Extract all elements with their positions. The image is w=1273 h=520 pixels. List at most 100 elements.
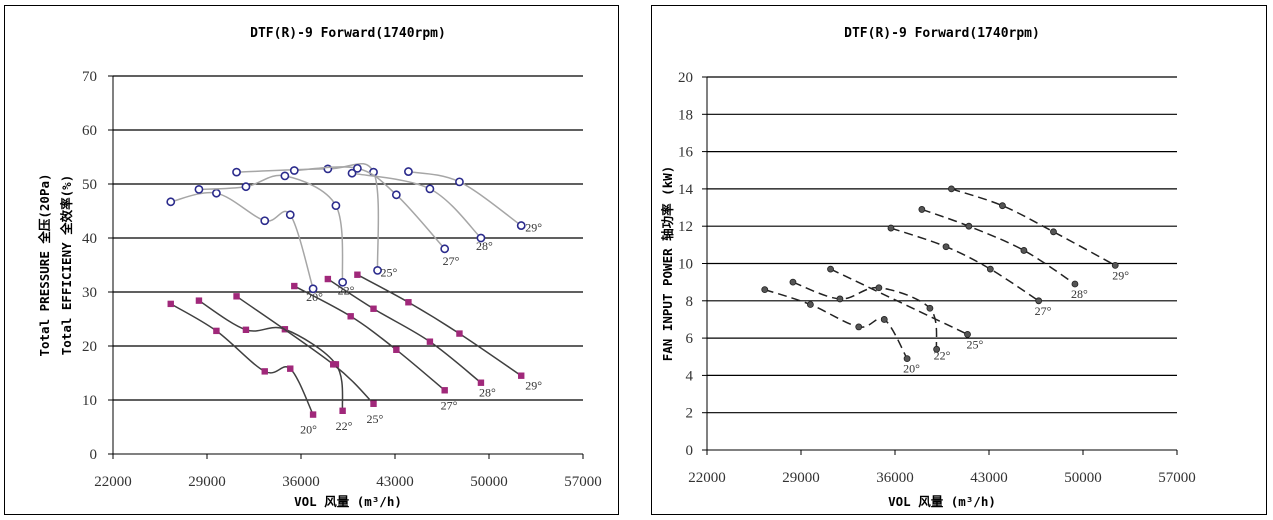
pressure-point bbox=[167, 300, 174, 308]
pressure-point bbox=[441, 387, 448, 394]
efficiency-curve-20deg bbox=[170, 191, 314, 289]
y-tick-label: 20 bbox=[678, 70, 693, 86]
y-axis-label: Total PRESSURE 全压(20Pa) bbox=[37, 173, 52, 356]
x-tick-label: 57000 bbox=[564, 474, 602, 490]
pressure-point bbox=[291, 282, 298, 290]
efficiency-curve-22deg bbox=[198, 174, 344, 283]
x-tick-label: 43000 bbox=[970, 470, 1008, 486]
power-curve-label: 27° bbox=[1035, 304, 1052, 318]
power-curve-label: 29° bbox=[1112, 268, 1129, 282]
efficiency-point bbox=[241, 182, 251, 192]
efficiency-point bbox=[391, 190, 401, 200]
power-point bbox=[933, 345, 941, 353]
x-tick-label: 29000 bbox=[188, 474, 226, 490]
pressure-point bbox=[261, 368, 268, 375]
pressure-curve-label: 28° bbox=[479, 386, 496, 400]
power-point bbox=[965, 222, 973, 230]
power-curve-label: 20° bbox=[903, 362, 920, 376]
x-axis-label: VOL 风量 (m³/h) bbox=[888, 494, 996, 509]
power-point bbox=[827, 265, 834, 273]
power-chart-panel: DTF(R)-9 Forward(1740rpm) 0 2 4 6 8 10 12 14 16 18… bbox=[651, 5, 1267, 515]
y-tick-label: 70 bbox=[82, 69, 97, 85]
efficiency-point bbox=[338, 277, 348, 287]
pressure-efficiency-chart-panel: DTF(R)-9 Forward(1740rpm) 0 10 20 30 40 50 60 70… bbox=[4, 5, 619, 515]
pressure-point bbox=[330, 361, 337, 368]
x-tick-label: 36000 bbox=[282, 474, 320, 490]
pressure-curve-29deg bbox=[357, 274, 522, 377]
efficiency-point bbox=[516, 221, 526, 230]
pressure-point bbox=[426, 338, 434, 345]
efficiency-point bbox=[166, 197, 176, 207]
efficiency-point bbox=[260, 216, 270, 226]
power-curve-29deg bbox=[951, 188, 1116, 267]
power-point bbox=[926, 304, 934, 312]
power-point bbox=[806, 301, 814, 308]
efficiency-point bbox=[440, 244, 450, 254]
power-point bbox=[1020, 247, 1028, 254]
power-point bbox=[887, 224, 895, 232]
efficiency-curve-29deg bbox=[408, 170, 522, 227]
power-point bbox=[1071, 280, 1079, 288]
x-tick-label: 29000 bbox=[782, 470, 820, 486]
x-tick-label: 50000 bbox=[470, 474, 508, 490]
y-tick-label: 0 bbox=[90, 447, 98, 463]
pressure-point bbox=[339, 407, 346, 414]
y-tick-label: 50 bbox=[82, 177, 97, 193]
power-point bbox=[947, 185, 955, 193]
power-curve-20deg bbox=[764, 288, 908, 359]
power-point bbox=[964, 330, 971, 338]
pressure-point bbox=[347, 313, 354, 320]
efficiency-point bbox=[285, 210, 295, 220]
efficiency-point bbox=[280, 171, 290, 181]
pressure-curve-label: 20° bbox=[300, 423, 317, 437]
pressure-point bbox=[518, 372, 525, 379]
pressure-point bbox=[242, 326, 250, 333]
pressure-curve-label: 25° bbox=[367, 412, 384, 426]
efficiency-curve-label: 29° bbox=[525, 221, 542, 235]
x-tick-label: 50000 bbox=[1064, 470, 1102, 486]
y-tick-label: 40 bbox=[82, 231, 97, 247]
efficiency-curve-label: 28° bbox=[476, 239, 493, 253]
power-point bbox=[761, 286, 769, 294]
power-point bbox=[875, 284, 883, 292]
pressure-curve-label: 22° bbox=[336, 419, 353, 433]
y-tick-label: 6 bbox=[686, 331, 694, 347]
pressure-point bbox=[405, 299, 412, 306]
efficiency-point bbox=[404, 167, 413, 176]
efficiency-curve-label: 27° bbox=[443, 254, 460, 268]
pressure-point bbox=[195, 297, 203, 304]
pressure-point bbox=[370, 305, 377, 312]
chart-title: DTF(R)-9 Forward(1740rpm) bbox=[250, 26, 446, 41]
efficiency-point bbox=[289, 166, 299, 175]
power-point bbox=[836, 295, 844, 303]
pressure-point bbox=[233, 293, 240, 300]
pressure-point bbox=[213, 327, 220, 335]
efficiency-point bbox=[194, 184, 204, 194]
pressure-curve-label: 29° bbox=[525, 379, 542, 393]
y-tick-label: 14 bbox=[678, 182, 694, 198]
efficiency-point bbox=[352, 163, 362, 173]
y-axis-label-secondary: Total EFFICIENY 全效率(%) bbox=[59, 175, 74, 356]
x-axis-label: VOL 风量 (m³/h) bbox=[294, 494, 402, 509]
pressure-point bbox=[324, 275, 332, 283]
pressure-point bbox=[354, 271, 361, 278]
y-tick-label: 18 bbox=[678, 107, 693, 123]
y-tick-label: 20 bbox=[82, 339, 97, 355]
y-tick-label: 8 bbox=[686, 294, 694, 310]
efficiency-point bbox=[373, 265, 382, 275]
y-tick-label: 12 bbox=[678, 219, 693, 235]
power-curve-label: 25° bbox=[967, 337, 984, 351]
power-point bbox=[880, 316, 888, 323]
power-curve-label: 22° bbox=[934, 348, 951, 362]
efficiency-point bbox=[308, 284, 318, 294]
y-tick-label: 10 bbox=[82, 393, 97, 409]
chart-title: DTF(R)-9 Forward(1740rpm) bbox=[844, 26, 1040, 41]
pressure-efficiency-chart: DTF(R)-9 Forward(1740rpm) 0 10 20 30 40 50 60 70… bbox=[37, 26, 602, 509]
y-tick-label: 2 bbox=[686, 406, 694, 422]
power-point bbox=[789, 278, 797, 286]
power-curve-28deg bbox=[921, 208, 1076, 285]
power-point bbox=[1050, 228, 1057, 236]
y-axis-label: FAN INPUT POWER 轴功率 (kW) bbox=[660, 166, 675, 362]
y-tick-label: 16 bbox=[678, 145, 694, 161]
power-curve-27deg bbox=[890, 227, 1040, 302]
